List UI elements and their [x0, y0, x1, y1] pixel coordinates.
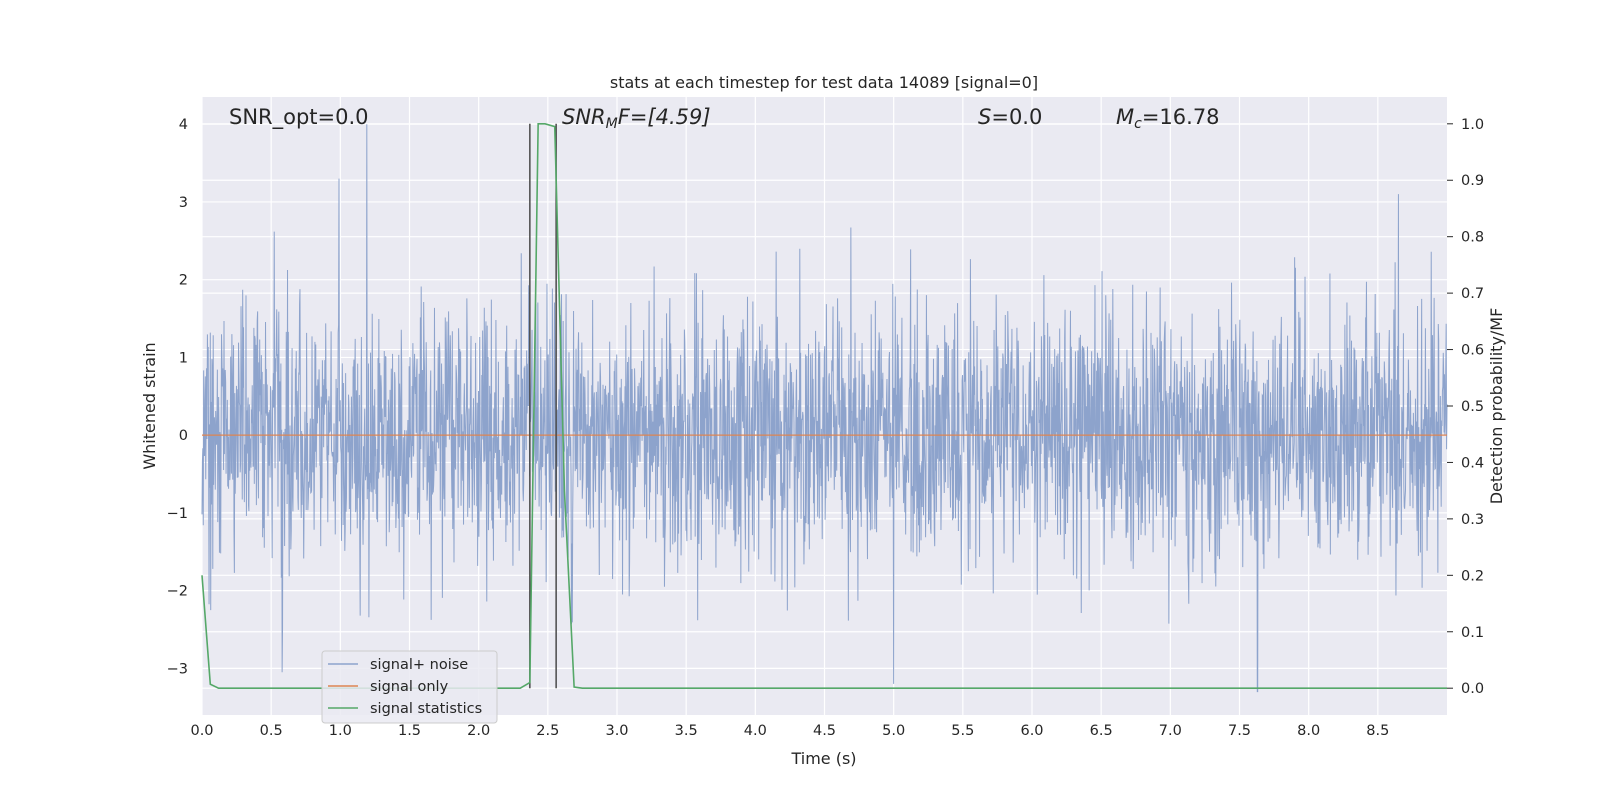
- y-tick-label: 0: [179, 428, 188, 444]
- y2-tick-label: 0.1: [1461, 625, 1484, 641]
- annotation-snr-opt: SNR_opt=0.0: [229, 105, 369, 130]
- x-tick-label: 6.5: [1090, 723, 1113, 739]
- x-tick-label: 3.5: [675, 723, 698, 739]
- series-signal-statistics: [201, 123, 1447, 689]
- y-axis-label: Whitened strain: [140, 342, 159, 469]
- x-tick-label: 7.0: [1159, 723, 1182, 739]
- series-signal-noise: [201, 124, 1448, 693]
- x-tick-label: 5.0: [882, 723, 905, 739]
- y-axis-left: 4 3 2 1 0 −1 −2 −3: [167, 117, 188, 677]
- x-tick-label: 6.0: [1020, 723, 1043, 739]
- y2-tick-label: 0.7: [1461, 286, 1484, 302]
- annotation-snr-mf: SNRMF=[4.59]: [562, 105, 711, 132]
- x-axis-label: Time (s): [790, 749, 856, 768]
- y2-axis-label: Detection probability/MF: [1487, 308, 1506, 505]
- x-tick-label: 4.0: [744, 723, 767, 739]
- x-tick-label: 1.5: [398, 723, 421, 739]
- annotation-s: S=0.0: [978, 105, 1042, 129]
- y2-tick-label: 0.8: [1461, 230, 1484, 246]
- x-axis: 0.0 0.5 1.0 1.5 2.0 2.5 3.0 3.5 4.0 4.5 5.0 5.5 6.0 6…: [190, 723, 1389, 739]
- x-tick-label: 2.5: [536, 723, 559, 739]
- x-tick-label: 3.0: [605, 723, 628, 739]
- y-tick-label: 1: [179, 350, 188, 366]
- y2-tick-label: 0.3: [1461, 512, 1484, 528]
- x-tick-label: 8.5: [1366, 723, 1389, 739]
- y2-tick-label: 0.9: [1461, 173, 1484, 189]
- y2-tick-label: 0.5: [1461, 399, 1484, 415]
- x-tick-label: 4.5: [813, 723, 836, 739]
- y-tick-label: −3: [167, 661, 188, 677]
- legend-label-signal-noise: signal+ noise: [370, 657, 468, 673]
- x-tick-label: 7.5: [1228, 723, 1251, 739]
- y-axis-right: 1.0 0.9 0.8 0.7 0.6 0.5 0.4 0.3 0.2 0.1 0.0: [1447, 117, 1484, 697]
- y2-tick-label: 0.2: [1461, 568, 1484, 584]
- x-tick-label: 1.0: [329, 723, 352, 739]
- legend-label-signal-statistics: signal statistics: [370, 701, 482, 717]
- annotation-mc: Mc=16.78: [1116, 105, 1220, 132]
- legend-label-signal-only: signal only: [370, 679, 449, 695]
- x-tick-label: 0.5: [260, 723, 283, 739]
- y2-tick-label: 0.6: [1461, 343, 1484, 359]
- x-tick-label: 2.0: [467, 723, 490, 739]
- y-tick-label: 2: [179, 273, 188, 289]
- y-tick-label: −1: [167, 506, 188, 522]
- chart-title: stats at each timestep for test data 140…: [610, 73, 1038, 92]
- event-markers: [529, 123, 557, 689]
- legend-box: [321, 650, 498, 724]
- y-tick-label: 4: [179, 117, 188, 133]
- y-tick-label: 3: [179, 195, 188, 211]
- y2-tick-label: 1.0: [1461, 117, 1484, 133]
- y2-tick-label: 0.4: [1461, 455, 1484, 471]
- x-tick-label: 5.5: [951, 723, 974, 739]
- legend: signal+ noise signal only signal statist…: [321, 650, 498, 724]
- x-tick-label: 8.0: [1297, 723, 1320, 739]
- y2-tick-label: 0.0: [1461, 681, 1484, 697]
- y-tick-label: −2: [167, 584, 188, 600]
- x-tick-label: 0.0: [190, 723, 213, 739]
